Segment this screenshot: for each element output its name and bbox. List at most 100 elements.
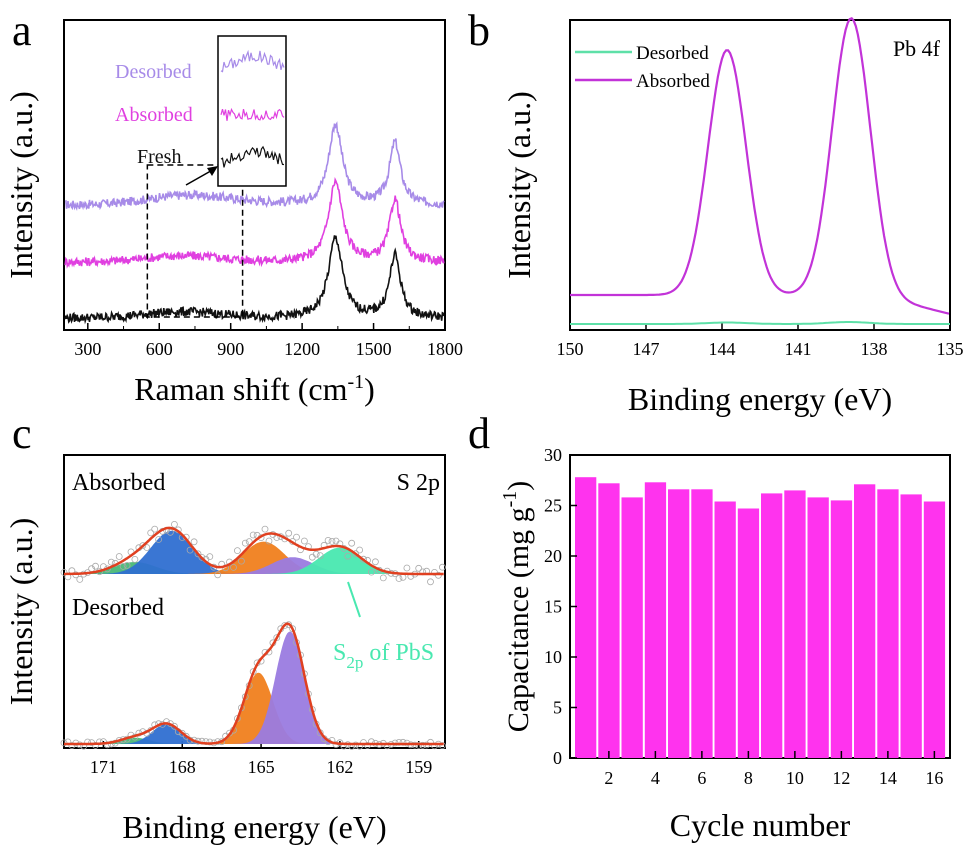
data-point-desorbed — [170, 722, 178, 730]
y-axis-label-c: Intensity (a.u.) — [3, 518, 39, 706]
panel-b: 150 147 144 141 138 135 Binding energy (eV) Int… — [501, 16, 964, 417]
series-line-b-absorbed — [570, 16, 950, 315]
y-tick-label-d: 10 — [544, 647, 562, 667]
data-point-absorbed — [399, 573, 407, 581]
data-point-absorbed — [166, 528, 174, 536]
series-line-a-desorbed — [64, 121, 445, 212]
x-tick-label-c: 162 — [326, 757, 353, 777]
bar-cycle-14 — [877, 489, 899, 758]
bar-cycle-8 — [737, 508, 760, 758]
data-point-absorbed — [403, 564, 411, 572]
series-line-b-desorbed — [570, 321, 950, 325]
data-point-absorbed — [194, 550, 202, 558]
x-tick-label-a: 900 — [217, 339, 244, 359]
data-point-desorbed — [182, 732, 190, 740]
x-tick-label-c: 171 — [90, 757, 117, 777]
x-tick-label-a: 1800 — [427, 339, 463, 359]
x-tick-label-d: 12 — [832, 768, 850, 788]
x-tick-label-a: 600 — [146, 339, 173, 359]
inset-line — [220, 107, 285, 121]
data-point-desorbed — [281, 622, 289, 629]
panel-letter-b: b — [468, 6, 490, 55]
legend-label-b-absorbed: Absorbed — [636, 71, 710, 92]
x-axis-label-a: Raman shift (cm-1) — [134, 371, 375, 407]
inset-line — [220, 49, 285, 73]
legend-desorbed-a: Desorbed — [115, 61, 192, 83]
bar-cycle-9 — [761, 493, 783, 758]
data-point-absorbed — [76, 576, 84, 583]
data-point-absorbed — [308, 553, 316, 561]
x-tick-label-d: 10 — [786, 768, 804, 788]
y-tick-label-d: 20 — [544, 546, 562, 566]
data-point-absorbed — [214, 571, 222, 579]
inset-region-box — [146, 164, 244, 318]
data-point-absorbed — [300, 537, 308, 545]
panel-c: 171 168 165 162 159 Binding energy (eV) Intens… — [3, 454, 446, 845]
data-point-absorbed — [316, 552, 324, 559]
y-axis-label-b: Intensity (a.u.) — [501, 91, 537, 279]
data-point-desorbed — [399, 738, 407, 746]
panel-a: 300 600 900 1200 1500 1800 Raman shift (cm-1) I… — [3, 19, 463, 407]
data-point-absorbed — [395, 575, 403, 582]
y-axis-label-a: Intensity (a.u.) — [3, 91, 39, 279]
data-point-absorbed — [119, 563, 127, 570]
y-tick-label-d: 15 — [544, 597, 562, 617]
data-point-absorbed — [186, 546, 194, 554]
panel-d: 0 5 10 15 20 25 30 2 4 6 8 10 12 14 16 Cycle number Capa… — [499, 445, 951, 843]
data-point-absorbed — [143, 544, 151, 551]
bar-cycle-1 — [575, 477, 597, 758]
data-point-absorbed — [198, 554, 206, 561]
data-point-desorbed — [364, 742, 371, 749]
data-point-absorbed — [190, 538, 198, 546]
data-point-desorbed — [273, 634, 281, 641]
component-peak-desorbed — [64, 672, 445, 744]
fit-envelope-absorbed — [64, 526, 444, 576]
panel-letter-a: a — [12, 6, 32, 55]
fit-envelope-desorbed — [64, 622, 444, 746]
data-point-desorbed — [415, 742, 423, 749]
y-axis-label-d: Capacitance (mg g-1) — [499, 481, 535, 733]
x-tick-label-b: 144 — [709, 339, 736, 359]
data-point-absorbed — [324, 537, 332, 544]
bar-cycle-13 — [854, 484, 876, 758]
data-point-absorbed — [438, 563, 446, 571]
x-tick-label-a: 1500 — [356, 339, 392, 359]
data-point-absorbed — [245, 538, 253, 545]
x-axis-label-b: Binding energy (eV) — [628, 381, 892, 417]
component-peak-desorbed — [64, 724, 445, 744]
annotation-c: S 2p — [397, 470, 440, 496]
bar-cycle-2 — [598, 483, 620, 758]
data-point-absorbed — [151, 525, 159, 533]
bar-cycle-11 — [807, 497, 829, 758]
data-point-desorbed — [438, 742, 446, 749]
data-point-absorbed — [241, 539, 249, 547]
data-point-absorbed — [352, 550, 360, 558]
callout-line-c — [347, 581, 361, 618]
x-tick-label-d: 2 — [604, 768, 613, 788]
data-point-absorbed — [367, 568, 375, 576]
data-point-absorbed — [230, 564, 237, 571]
data-point-absorbed — [265, 537, 273, 545]
plot-frame-b — [569, 19, 951, 331]
data-point-desorbed — [92, 742, 99, 749]
plot-frame-a — [63, 19, 446, 331]
x-tick-label-c: 159 — [405, 757, 432, 777]
x-tick-label-c: 168 — [169, 757, 196, 777]
data-point-absorbed — [293, 533, 300, 541]
bar-cycle-5 — [668, 489, 690, 758]
component-peak-absorbed — [64, 541, 445, 574]
bar-cycle-16 — [923, 501, 946, 758]
y-tick-label-d: 25 — [544, 496, 562, 516]
data-point-absorbed — [434, 571, 442, 579]
label-absorbed-c: Absorbed — [72, 470, 165, 496]
data-point-absorbed — [427, 578, 434, 586]
bar-cycle-12 — [830, 500, 853, 758]
data-point-absorbed — [233, 547, 241, 554]
panel-letter-c: c — [12, 409, 32, 458]
x-tick-label-a: 300 — [74, 339, 101, 359]
data-point-absorbed — [60, 569, 68, 576]
x-tick-label-b: 141 — [785, 339, 812, 359]
data-point-absorbed — [344, 552, 352, 560]
annotation-b: Pb 4f — [893, 36, 941, 61]
data-point-absorbed — [147, 529, 155, 537]
